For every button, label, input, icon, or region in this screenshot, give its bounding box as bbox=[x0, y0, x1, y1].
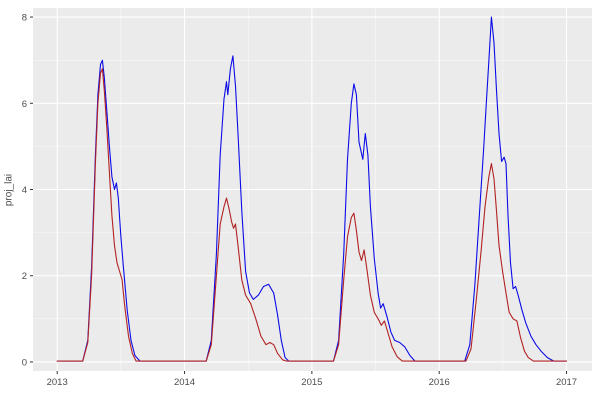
x-axis-tick-labels: 2013 2014 2015 2016 2017 bbox=[47, 377, 577, 388]
svg-text:2013: 2013 bbox=[47, 377, 68, 388]
svg-text:2: 2 bbox=[22, 271, 27, 282]
svg-text:4: 4 bbox=[22, 185, 27, 196]
series-line-red-series bbox=[56, 68, 568, 362]
svg-text:2015: 2015 bbox=[301, 377, 322, 388]
svg-text:8: 8 bbox=[22, 13, 27, 24]
series-line-blue-series bbox=[56, 16, 568, 362]
svg-text:0: 0 bbox=[22, 357, 27, 368]
y-axis-tick-labels: 0 2 4 6 8 bbox=[22, 13, 27, 369]
svg-text:2016: 2016 bbox=[429, 377, 450, 388]
svg-text:2014: 2014 bbox=[174, 377, 195, 388]
svg-text:6: 6 bbox=[22, 99, 27, 110]
major-gridlines bbox=[33, 8, 592, 371]
axis-tick-marks bbox=[30, 16, 568, 374]
svg-text:2017: 2017 bbox=[556, 377, 577, 388]
y-axis-title: proj_lai bbox=[3, 173, 15, 207]
